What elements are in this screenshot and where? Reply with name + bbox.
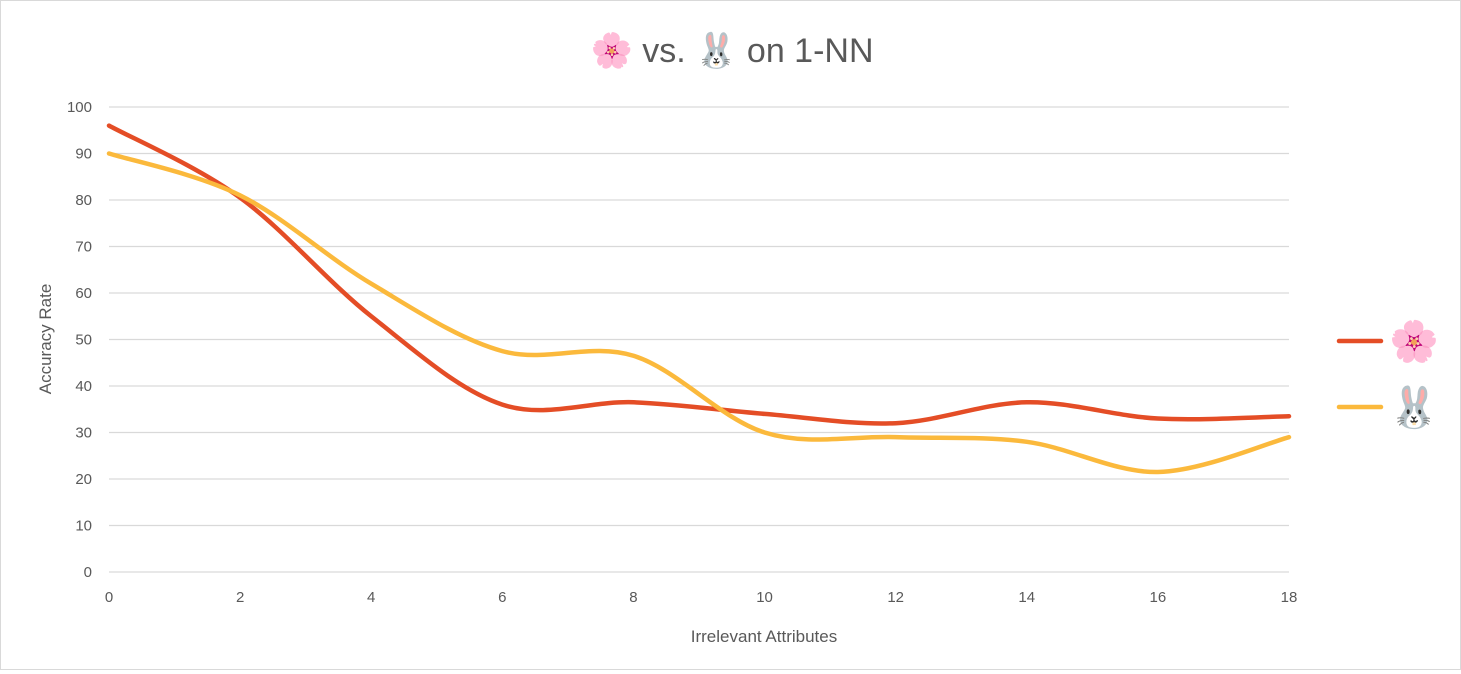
x-tick-label: 18: [1281, 589, 1298, 606]
data-point: [500, 349, 504, 353]
y-tick-label: 30: [75, 425, 92, 442]
x-tick-label: 12: [887, 589, 904, 606]
gridlines: [109, 106, 1289, 573]
chart-title: 🌸 vs. 🐰 on 1-NN: [590, 31, 873, 70]
x-tick-label: 16: [1150, 589, 1167, 606]
y-tick-label: 100: [67, 99, 92, 116]
data-point: [1156, 470, 1160, 474]
data-point: [238, 193, 242, 197]
data-point: [893, 421, 897, 425]
x-tick-label: 14: [1018, 589, 1035, 606]
data-point: [893, 435, 897, 439]
y-tick-label: 60: [75, 285, 92, 302]
data-point: [762, 430, 766, 434]
legend-label: 🐰: [1389, 384, 1439, 430]
x-tick-label: 8: [629, 589, 637, 606]
data-point: [631, 400, 635, 404]
data-point: [500, 402, 504, 406]
data-point: [1156, 416, 1160, 420]
data-point: [1025, 440, 1029, 444]
data-point: [369, 314, 373, 318]
data-point: [369, 282, 373, 286]
x-tick-label: 4: [367, 589, 375, 606]
y-tick-label: 40: [75, 378, 92, 395]
y-tick-label: 0: [84, 564, 92, 581]
data-point: [631, 354, 635, 358]
series-line-1: [106, 151, 1292, 475]
y-axis-title: Accuracy Rate: [36, 284, 55, 395]
x-tick-label: 2: [236, 589, 244, 606]
y-tick-label: 70: [75, 239, 92, 256]
x-axis-title: Irrelevant Attributes: [691, 627, 837, 646]
data-point: [1287, 414, 1291, 418]
series-lines: [106, 123, 1292, 475]
x-tick-label: 10: [756, 589, 773, 606]
y-tick-label: 50: [75, 332, 92, 349]
y-tick-label: 80: [75, 192, 92, 209]
y-tick-label: 90: [75, 146, 92, 163]
data-point: [762, 412, 766, 416]
data-point: [1025, 400, 1029, 404]
series-line-0: [106, 123, 1292, 426]
x-tick-label: 6: [498, 589, 506, 606]
y-tick-label: 10: [75, 518, 92, 535]
data-point: [107, 151, 111, 155]
legend-label: 🌸: [1389, 318, 1439, 364]
x-tick-label: 0: [105, 589, 113, 606]
x-tick-labels: 0 2 4 6 8 10 12 14 16 18: [105, 589, 1298, 606]
data-point: [107, 123, 111, 127]
legend: 🌸🐰: [1336, 318, 1439, 430]
data-point: [1287, 435, 1291, 439]
y-tick-label: 20: [75, 471, 92, 488]
y-tick-labels: 0 10 20 30 40 50 60 70 80 90 100: [67, 99, 92, 581]
